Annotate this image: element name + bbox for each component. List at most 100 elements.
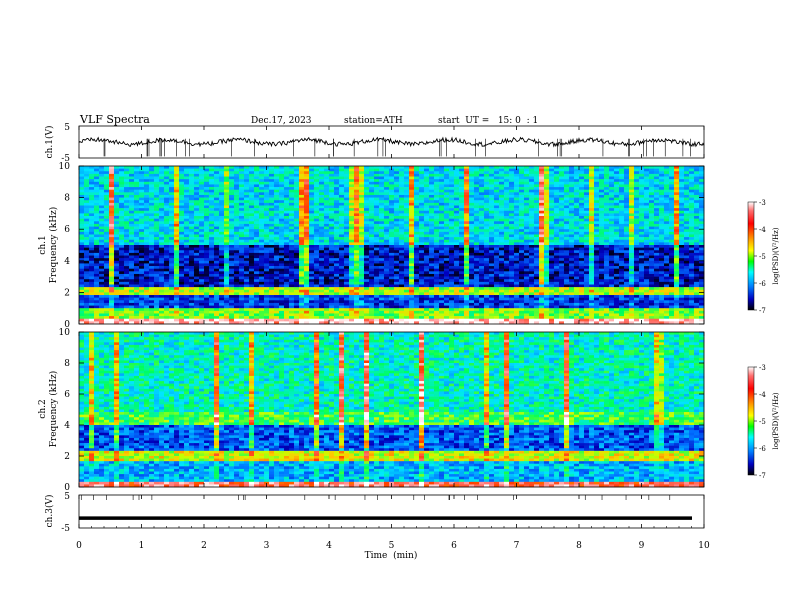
spectrogram-cell <box>114 237 120 241</box>
spectrogram-cell <box>509 260 515 264</box>
spectrogram-cell <box>669 252 675 256</box>
spectrogram-cell <box>389 237 395 241</box>
spectrogram-cell <box>479 181 485 185</box>
spectrogram-cell <box>264 266 270 269</box>
spectrogram-cell <box>139 189 145 193</box>
spectrogram-cell <box>684 234 690 238</box>
spectrogram-cell <box>304 263 310 267</box>
spectrogram-cell <box>214 210 220 214</box>
spectrogram-cell <box>534 229 540 233</box>
spectrogram-cell <box>209 192 215 196</box>
spectrogram-cell <box>444 266 450 269</box>
spectrogram-cell <box>554 221 560 225</box>
spectrogram-cell <box>249 250 255 254</box>
spectrogram-cell <box>479 252 485 256</box>
spectrogram-cell <box>369 229 375 233</box>
spectrogram-cell <box>189 210 195 214</box>
spectrogram-cell <box>124 229 130 233</box>
spectrogram-cell <box>359 229 365 233</box>
spectrogram-cell <box>284 171 290 175</box>
spectrogram-cell <box>414 252 420 256</box>
spectrogram-cell <box>574 255 580 259</box>
spectrogram-cell <box>99 252 105 256</box>
spectrogram-cell <box>224 252 230 256</box>
spectrogram-cell <box>204 242 210 246</box>
spectrogram-cell <box>699 194 705 198</box>
spectrogram-cell <box>519 192 525 196</box>
spectrogram-cell <box>644 247 650 251</box>
spectrogram-cell <box>554 266 560 269</box>
spectrogram-cell <box>649 171 655 175</box>
spectrogram-cell <box>154 218 160 222</box>
spectrogram-cell <box>549 181 555 185</box>
spectrogram-cell <box>669 255 675 259</box>
spectrogram-cell <box>359 208 365 212</box>
spectrogram-cell <box>489 210 495 214</box>
spectrogram-cell <box>159 181 165 185</box>
spectrogram-cell <box>394 202 400 206</box>
spectrogram-cell <box>309 205 315 209</box>
spectrogram-cell <box>139 176 145 180</box>
spectrogram-cell <box>89 258 95 262</box>
spectrogram-cell <box>699 221 705 225</box>
spectrogram-cell <box>694 223 700 227</box>
spectrogram-cell <box>209 226 215 230</box>
spectrogram-cell <box>194 176 200 180</box>
spectrogram-cell <box>459 234 465 238</box>
spectrogram-cell <box>329 258 335 262</box>
spectrogram-cell <box>644 184 650 188</box>
spectrogram-cell <box>94 237 100 241</box>
spectrogram-cell <box>599 189 605 193</box>
spectrogram-cell <box>109 250 115 254</box>
spectrogram-cell <box>459 245 465 248</box>
spectrogram-cell <box>334 255 340 259</box>
spectrogram-cell <box>629 266 635 269</box>
spectrogram-cell <box>449 192 455 196</box>
spectrogram-cell <box>454 192 460 196</box>
spectrogram-cell <box>609 250 615 254</box>
spectrogram-cell <box>499 266 505 269</box>
spectrogram-cell <box>294 168 300 172</box>
spectrogram-cell <box>154 202 160 206</box>
spectrogram-cell <box>484 226 490 230</box>
spectrogram-cell <box>209 200 215 204</box>
spectrogram-cell <box>534 242 540 246</box>
spectrogram-cell <box>539 266 545 269</box>
spectrogram-cell <box>644 218 650 222</box>
spectrogram-cell <box>614 192 620 196</box>
spectrogram-cell <box>674 221 680 225</box>
spectrogram-cell <box>309 239 315 243</box>
spectrogram-cell <box>189 255 195 259</box>
spectrogram-cell <box>94 221 100 225</box>
spectrogram-cell <box>129 239 135 243</box>
spectrogram-cell <box>369 168 375 172</box>
spectrogram-cell <box>409 242 415 246</box>
spectrogram-cell <box>164 234 170 238</box>
spectrogram-cell <box>454 166 460 169</box>
spectrogram-cell <box>564 242 570 246</box>
spectrogram-cell <box>269 250 275 254</box>
spectrogram-cell <box>159 184 165 188</box>
spectrogram-cell <box>519 239 525 243</box>
spectrogram-cell <box>569 218 575 222</box>
spectrogram-cell <box>539 184 545 188</box>
spectrogram-cell <box>279 179 285 183</box>
spectrogram-cell <box>504 213 510 217</box>
spectrogram-cell <box>524 234 530 238</box>
spectrogram-cell <box>299 226 305 230</box>
spectrogram-cell <box>524 266 530 269</box>
spectrogram-cell <box>339 200 345 204</box>
spectrogram-cell <box>194 218 200 222</box>
spectrogram-cell <box>294 258 300 262</box>
spectrogram-cell <box>164 179 170 183</box>
spectrogram-cell <box>134 247 140 251</box>
spectrogram-cell <box>309 231 315 235</box>
spectrogram-cell <box>159 231 165 235</box>
spectrogram-cell <box>334 223 340 227</box>
spectrogram-cell <box>679 200 685 204</box>
spectrogram-cell <box>309 263 315 267</box>
spectrogram-cell <box>624 263 630 267</box>
spectrogram-cell <box>334 194 340 198</box>
spectrogram-cell <box>274 229 280 233</box>
spectrogram-cell <box>99 216 105 219</box>
